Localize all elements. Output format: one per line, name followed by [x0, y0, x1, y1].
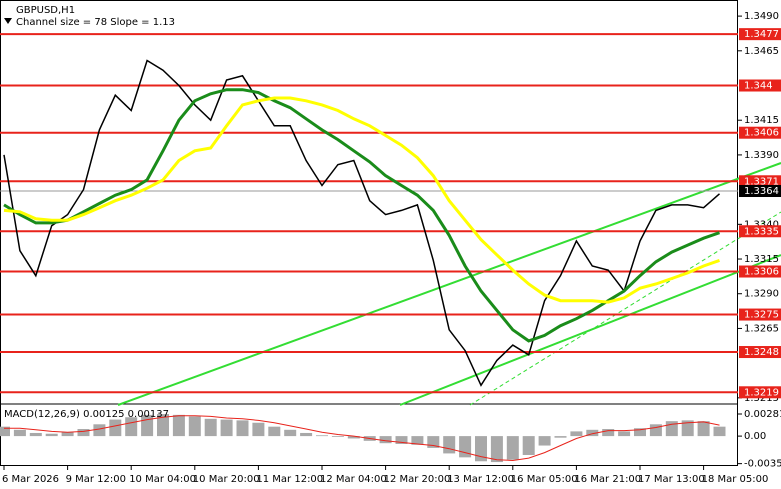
- macd-bar: [618, 431, 631, 437]
- x-tick-label: 11 Mar 12:00: [256, 474, 323, 485]
- macd-bar: [316, 435, 328, 437]
- y-tick-label: 1.3215: [744, 393, 779, 404]
- chart-title: GBPUSD,H1: [16, 5, 75, 16]
- macd-bar: [634, 428, 646, 437]
- macd-bar: [697, 421, 710, 437]
- macd-bar: [284, 429, 297, 437]
- dropdown-icon: [4, 18, 12, 24]
- level-label: 1.3371: [744, 176, 779, 187]
- x-tick-label: 16 Mar 21:00: [574, 474, 641, 485]
- macd-bar: [45, 433, 58, 437]
- level-label-box: [739, 346, 781, 359]
- y-tick-label: 1.3490: [744, 11, 779, 22]
- x-tick-label: 10 Mar 04:00: [129, 474, 196, 485]
- y-tick-label: 1.3265: [744, 323, 779, 334]
- macd-bar: [268, 426, 281, 437]
- current-price-label: 1.3364: [744, 186, 779, 197]
- x-tick-label: 18 Mar 05:00: [702, 474, 769, 485]
- macd-bar: [204, 418, 217, 437]
- x-tick-label: 12 Mar 04:00: [320, 474, 387, 485]
- level-label: 1.3335: [744, 226, 779, 237]
- moving-average: [3, 88, 720, 343]
- macd-bar: [0, 426, 10, 437]
- level-label: 1.3306: [744, 267, 779, 278]
- macd-bar: [490, 436, 503, 463]
- macd-bar: [29, 432, 42, 437]
- level-label: 1.3219: [744, 387, 779, 398]
- chart-subtitle: Channel size = 78 Slope = 1.13: [16, 17, 175, 28]
- macd-bar: [61, 432, 74, 437]
- macd-bar: [13, 429, 26, 437]
- level-label-box: [739, 175, 781, 188]
- y-tick-label: 1.3340: [744, 219, 779, 230]
- macd-bar: [713, 426, 726, 437]
- level-label-box: [739, 265, 781, 278]
- level-label: 1.3477: [744, 29, 779, 40]
- x-tick-label: 6 Mar 2026: [2, 474, 59, 485]
- level-label: 1.344: [744, 81, 773, 92]
- current-price-box: [739, 185, 781, 198]
- level-label-box: [739, 126, 781, 139]
- macd-bar: [586, 429, 599, 437]
- macd-bar: [570, 431, 583, 437]
- y-tick-label: 0.00281: [744, 409, 781, 420]
- moving-average: [3, 96, 720, 304]
- macd-bar: [236, 420, 249, 437]
- level-label-box: [739, 308, 781, 321]
- level-label-box: [739, 225, 781, 238]
- channel-upper: [117, 162, 781, 406]
- x-tick-label: 9 Mar 12:00: [66, 474, 126, 485]
- macd-bar: [554, 436, 567, 438]
- channel-middle: [469, 211, 781, 406]
- x-tick-label: 17 Mar 13:00: [638, 474, 705, 485]
- macd-bar: [443, 436, 456, 454]
- macd-bar: [649, 424, 662, 437]
- macd-bar: [331, 436, 344, 437]
- macd-bar: [602, 429, 615, 437]
- macd-bar: [172, 414, 185, 437]
- signal-line: [4, 415, 720, 462]
- level-label: 1.3406: [744, 128, 779, 139]
- level-label-box: [739, 28, 781, 41]
- level-label: 1.3248: [744, 347, 779, 358]
- macd-bar: [157, 414, 169, 437]
- macd-bar: [411, 436, 424, 445]
- y-tick-label: 1.3415: [744, 115, 779, 126]
- channel: [117, 162, 781, 406]
- level-label-box: [739, 79, 781, 92]
- macd-bar: [522, 436, 535, 455]
- plot-frame: [0, 0, 738, 466]
- y-tick-label: 1.3290: [744, 289, 779, 300]
- macd-bar: [252, 422, 265, 437]
- macd-bar: [125, 417, 138, 437]
- level-label-box: [739, 386, 781, 399]
- macd-bar: [109, 419, 122, 437]
- macd-bar: [300, 432, 313, 437]
- macd-bar: [475, 436, 487, 462]
- price-line: [3, 59, 720, 387]
- macd-bar: [220, 419, 233, 437]
- macd-bar: [427, 436, 440, 448]
- y-tick-label: 1.3465: [744, 46, 779, 57]
- macd-bar: [93, 424, 106, 437]
- macd-bar: [347, 436, 360, 439]
- x-tick-label: 13 Mar 12:00: [447, 474, 514, 485]
- macd-bar: [379, 436, 392, 444]
- x-tick-label: 16 Mar 05:00: [511, 474, 578, 485]
- macd-bar: [681, 420, 694, 437]
- macd-bar: [395, 436, 408, 444]
- level-label: 1.3275: [744, 310, 779, 321]
- x-tick-label: 10 Mar 20:00: [193, 474, 260, 485]
- macd-bar: [77, 429, 90, 437]
- macd-bar: [538, 436, 551, 446]
- y-tick-label: 1.3315: [744, 254, 779, 265]
- y-tick-label: -0.0035: [744, 459, 781, 470]
- y-tick-label: 0.00: [744, 431, 766, 442]
- macd-bar: [188, 416, 201, 437]
- macd-bar: [506, 436, 519, 460]
- y-tick-label: 1.3390: [744, 150, 779, 161]
- x-tick-label: 12 Mar 20:00: [384, 474, 451, 485]
- macd-title: MACD(12,26,9) 0.00125 0.00137: [4, 409, 169, 420]
